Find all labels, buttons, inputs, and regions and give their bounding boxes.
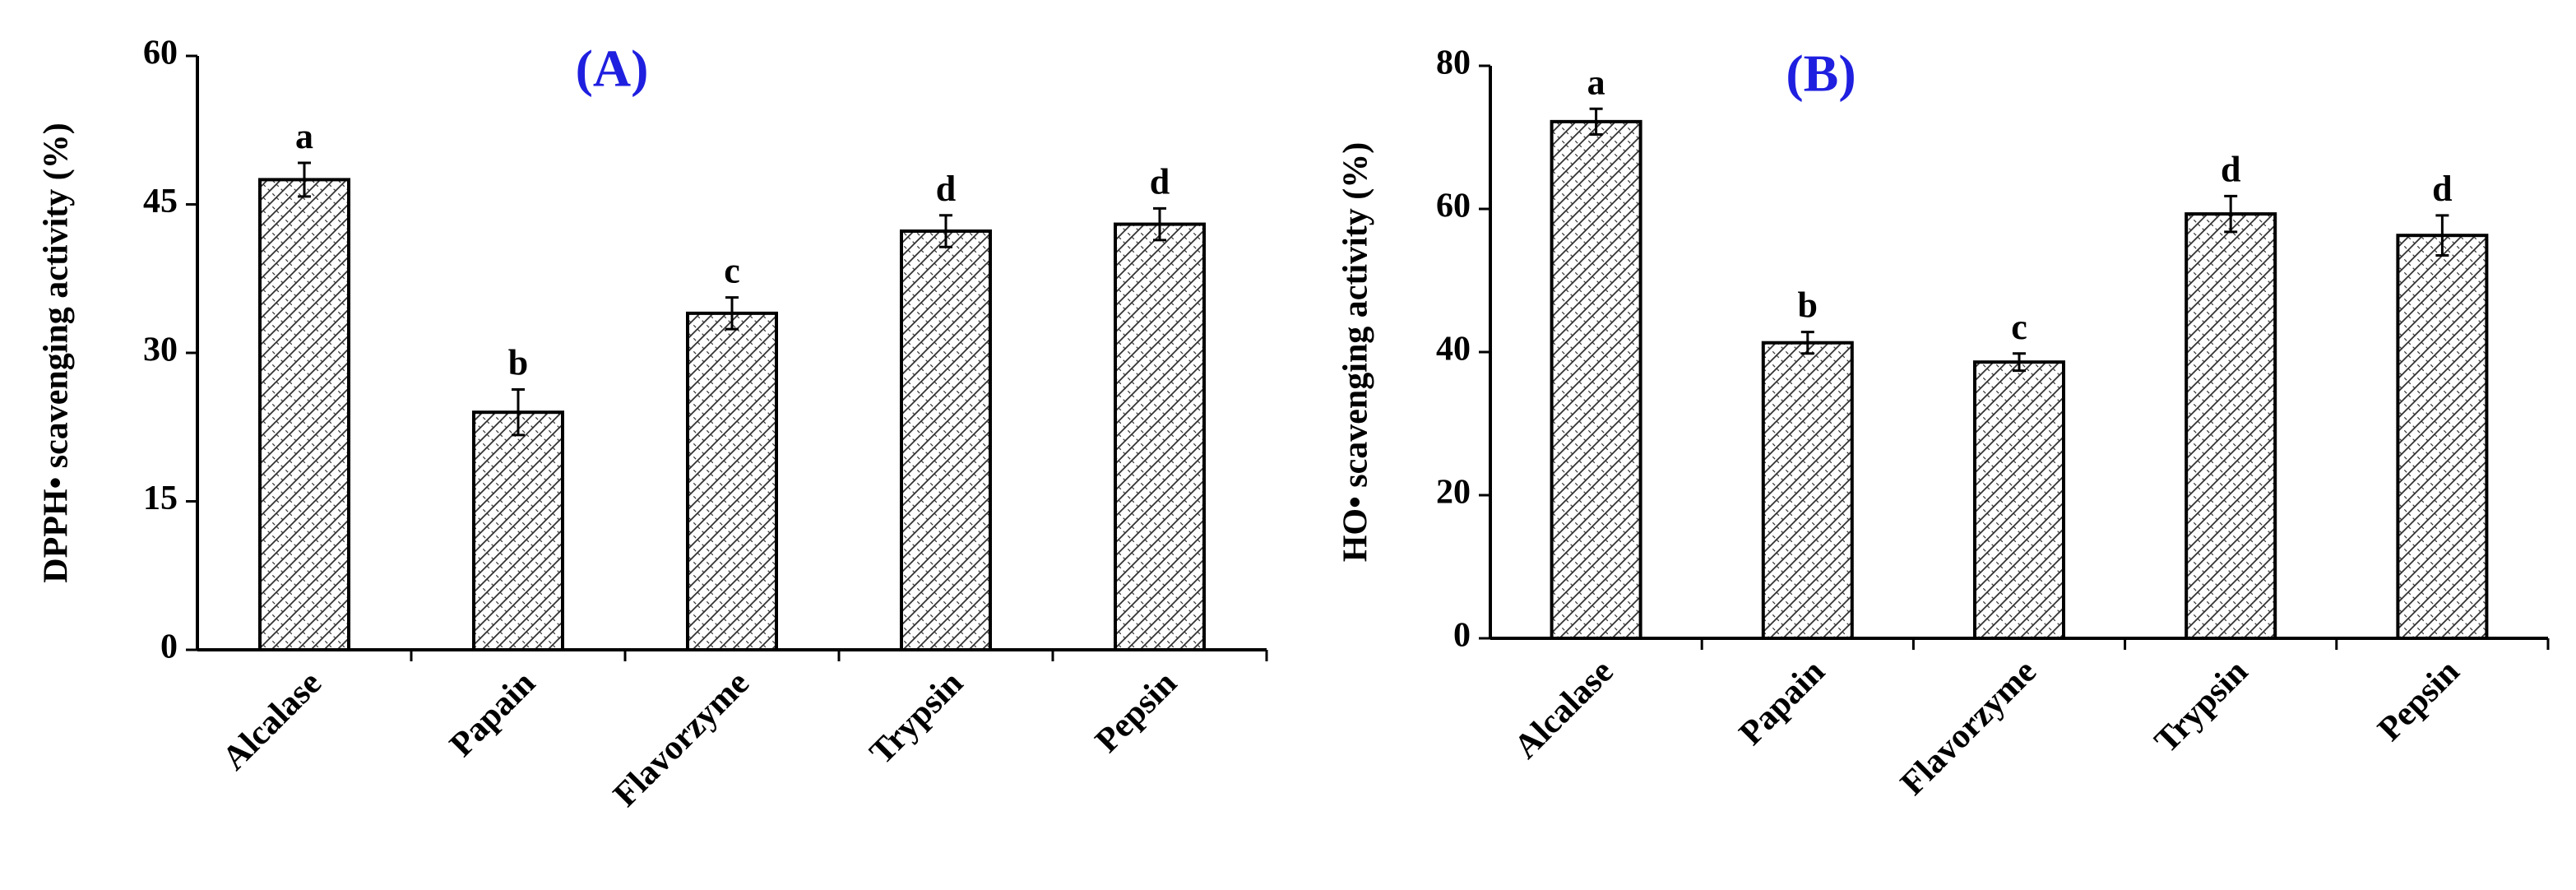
x-tick-label: Papain [1732,652,1832,753]
y-tick-label: 0 [1453,617,1471,655]
significance-label: c [724,251,740,291]
bar [1114,222,1206,652]
bar [1761,341,1854,640]
x-tick-label: Pepsin [2371,652,2467,749]
x-tick-label: Flavorzyme [606,664,757,814]
significance-label: d [2432,169,2452,209]
error-bar [939,214,952,248]
bar [2185,212,2277,640]
error-bar [1153,206,1166,242]
y-tick-label: 45 [143,183,178,220]
y-tick-label: 20 [1436,474,1471,512]
error-bar [725,296,739,331]
significance-label: b [1798,285,1818,326]
bar [472,410,564,651]
error-bar [2224,194,2238,234]
significance-label: c [2011,307,2027,347]
chart-title: (B) [1786,44,1856,103]
significance-label: b [508,343,528,383]
error-bar [2013,352,2026,373]
y-tick-label: 30 [143,331,178,369]
y-tick-label: 15 [143,480,178,517]
error-bar [1800,331,1814,355]
x-tick-label: Alcalase [1507,652,1620,766]
x-tick-label: Papain [442,664,543,764]
y-tick-label: 60 [1436,188,1471,225]
y-tick-label: 80 [1436,44,1471,82]
y-axis-label: HO• scavenging activity (%) [1337,142,1375,562]
y-tick-label: 60 [143,35,178,72]
significance-label: d [1150,161,1170,202]
x-tick-label: Flavorzyme [1893,652,2044,803]
error-bar [2435,214,2449,257]
x-tick-label: Alcalase [215,664,329,777]
significance-label: a [295,116,313,156]
chart-title: (A) [576,39,649,98]
bar [258,178,350,651]
y-axis-label: DPPH• scavenging activity (%) [38,123,76,582]
x-tick-label: Trypsin [863,664,971,772]
bar [900,229,992,651]
significance-label: d [2221,149,2240,189]
error-bar [512,388,525,437]
x-tick-label: Trypsin [2147,652,2255,760]
y-tick-label: 0 [160,628,178,666]
bar [2396,234,2489,640]
significance-label: d [936,169,956,209]
significance-label: a [1587,62,1605,102]
error-bar [1589,107,1603,137]
bar [1973,360,2065,640]
bar [1550,119,1642,641]
y-tick-label: 40 [1436,331,1471,369]
bar [686,311,778,651]
x-tick-label: Pepsin [1088,664,1184,760]
error-bar [298,161,311,198]
